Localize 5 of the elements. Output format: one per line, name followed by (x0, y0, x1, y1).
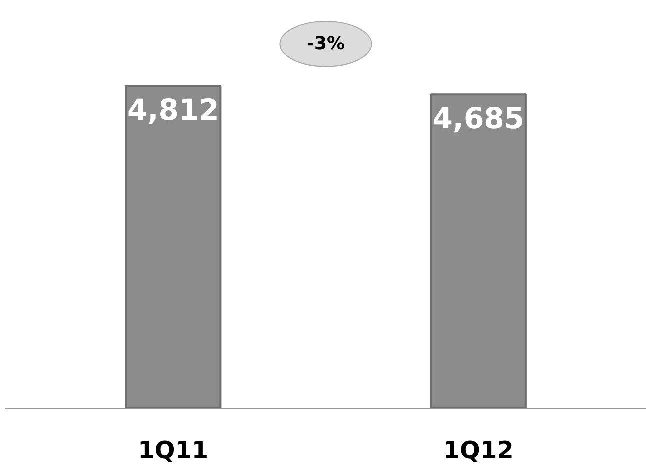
data-label: 4,812 (128, 93, 220, 128)
data-label: 4,685 (432, 102, 524, 136)
x-tick-label: 1Q12 (443, 436, 514, 464)
text: -3% (306, 34, 346, 55)
x-tick-label: 1Q11 (138, 436, 209, 464)
